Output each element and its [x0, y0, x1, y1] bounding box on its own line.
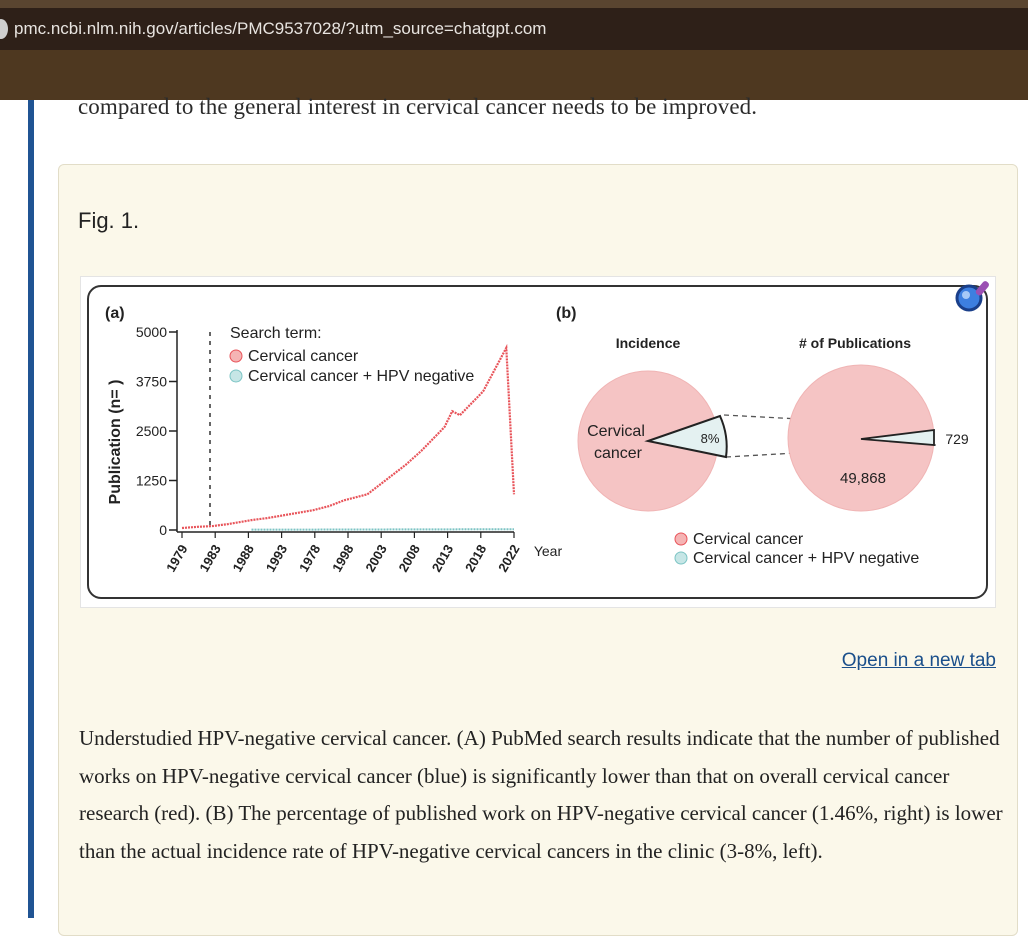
x-tick-label: 2008: [396, 542, 423, 575]
x-tick-label: 2022: [495, 542, 522, 575]
pie-legend-entry-red: Cervical cancer: [693, 531, 804, 548]
y-tick-label: 0: [159, 522, 167, 538]
address-bar[interactable]: pmc.ncbi.nlm.nih.gov/articles/PMC9537028…: [0, 8, 1028, 50]
x-tick-label: 1978: [296, 542, 323, 575]
panel-a-label: (a): [105, 305, 125, 322]
pie-incidence-slice-label: 8%: [701, 431, 720, 446]
site-info-icon[interactable]: [0, 19, 8, 39]
legend-entry-red: Cervical cancer: [248, 348, 359, 365]
open-in-new-tab-link[interactable]: Open in a new tab: [842, 650, 996, 672]
x-tick-label: 1979: [163, 542, 190, 575]
y-tick-label: 2500: [136, 423, 167, 439]
x-axis-label: Year: [534, 543, 563, 559]
previous-paragraph-tail: compared to the general interest in cerv…: [78, 94, 757, 120]
pie-publications-title: # of Publications: [799, 335, 911, 351]
pie-legend-swatch-red: [675, 533, 687, 545]
pie-legend-swatch-blue: [675, 552, 687, 564]
article-left-accent-bar: [28, 100, 34, 918]
x-tick-label: 2003: [362, 542, 389, 575]
browser-toolbar-band: [0, 50, 1028, 100]
legend-swatch-red: [230, 350, 242, 362]
pie-publications-main-label: 49,868: [840, 470, 886, 487]
y-axis-label: Publication (n= ): [107, 380, 124, 505]
y-tick-label: 3750: [136, 374, 167, 390]
browser-top-strip: [0, 0, 1028, 8]
x-tick-label: 1998: [329, 542, 356, 575]
pie-incidence-title: Incidence: [616, 335, 681, 351]
pie-publications-slice-label: 729: [945, 431, 969, 447]
panel-b-pie-charts: (b) Incidence # of Publications 8% Cervi…: [556, 305, 969, 567]
x-tick-label: 2018: [462, 542, 489, 575]
x-tick-label: 1983: [196, 542, 223, 575]
figure-label: Fig. 1.: [78, 208, 139, 234]
magnify-icon[interactable]: [951, 276, 995, 320]
legend-swatch-blue: [230, 370, 242, 382]
x-tick-label: 1993: [263, 542, 290, 575]
x-tick-label: 1988: [230, 542, 257, 575]
figure-caption: Understudied HPV-negative cervical cance…: [79, 720, 1004, 870]
y-tick-label: 1250: [136, 473, 167, 489]
url-text[interactable]: pmc.ncbi.nlm.nih.gov/articles/PMC9537028…: [14, 19, 546, 39]
pie-incidence-main-label-2: cancer: [594, 445, 643, 462]
y-tick-label: 5000: [136, 324, 167, 340]
panel-b-label: (b): [556, 305, 576, 322]
legend-entry-blue: Cervical cancer + HPV negative: [248, 368, 474, 385]
figure-graphic: (a) Publication (n= ) 50003750250012500 …: [89, 287, 986, 597]
x-tick-label: 2013: [429, 542, 456, 575]
panel-a-line-chart: (a) Publication (n= ) 50003750250012500 …: [105, 305, 562, 575]
pie-incidence-main-label: Cervical: [587, 423, 645, 440]
legend-title: Search term:: [230, 325, 322, 342]
pie-legend-entry-blue: Cervical cancer + HPV negative: [693, 550, 919, 567]
